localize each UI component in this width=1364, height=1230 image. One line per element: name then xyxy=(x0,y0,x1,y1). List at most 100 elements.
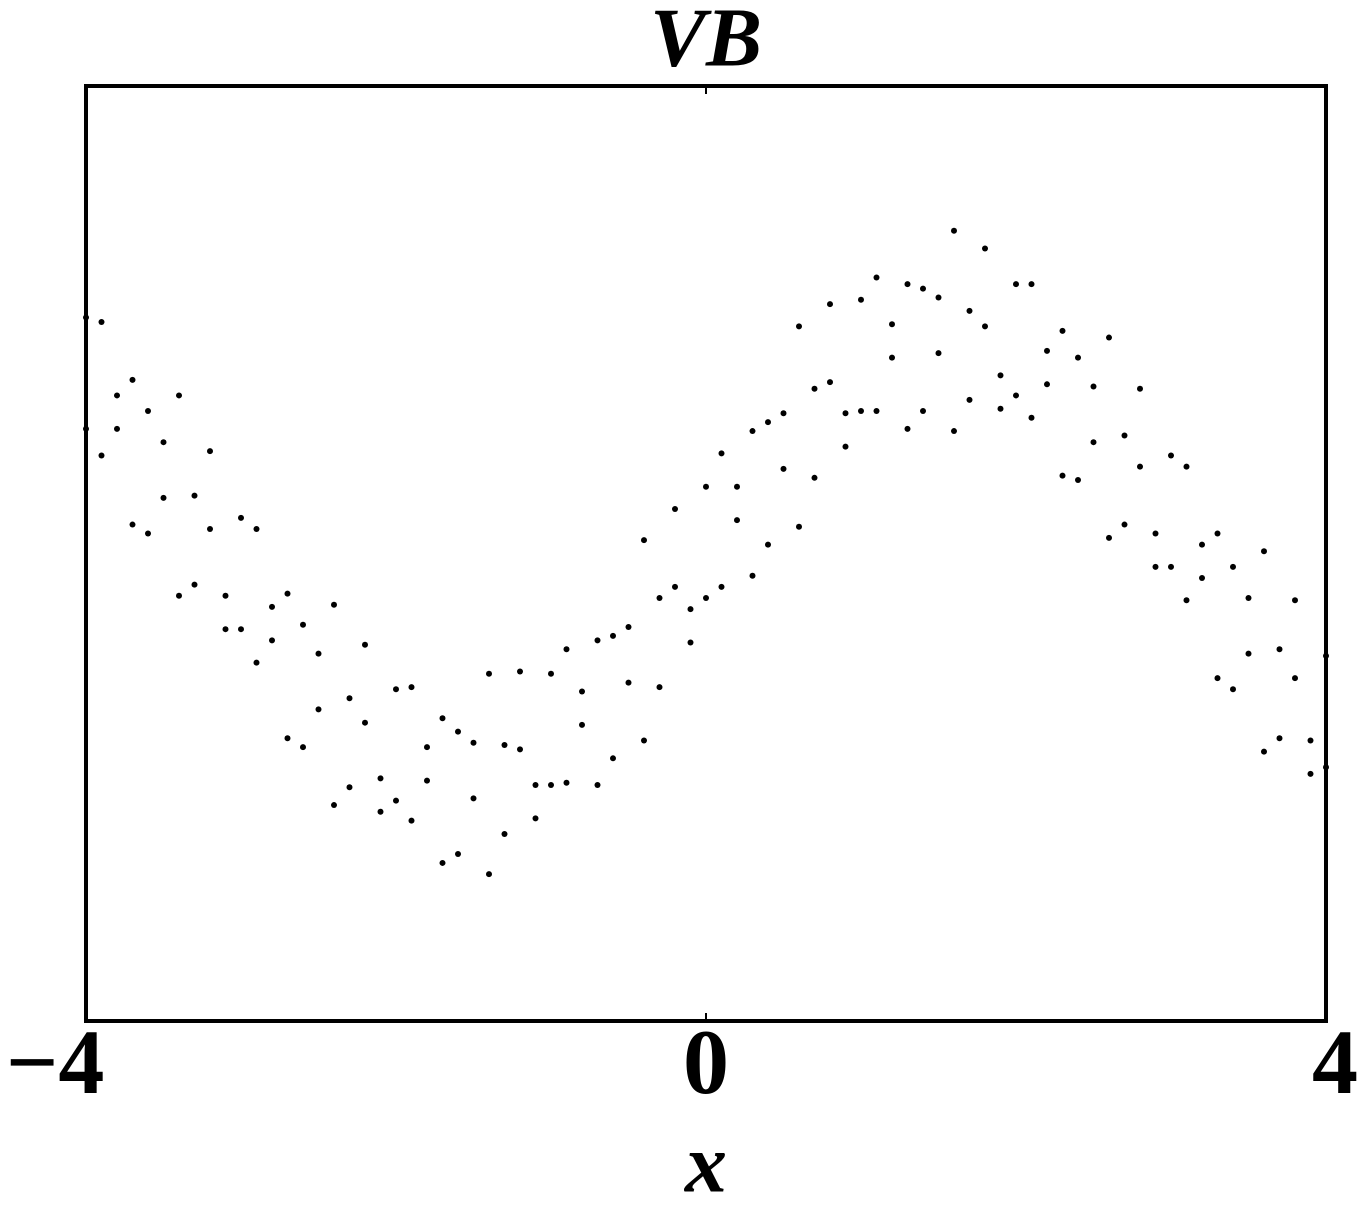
point xyxy=(951,227,957,234)
point xyxy=(393,686,399,693)
point xyxy=(1214,675,1221,682)
point xyxy=(1152,530,1159,537)
point xyxy=(501,831,508,837)
point xyxy=(1168,452,1174,459)
point xyxy=(780,465,787,472)
point xyxy=(160,494,167,501)
point xyxy=(1230,686,1236,693)
point xyxy=(269,603,275,610)
point xyxy=(796,323,802,330)
point xyxy=(796,523,802,530)
point xyxy=(517,746,523,753)
point xyxy=(1075,354,1081,361)
point xyxy=(579,721,585,728)
point xyxy=(486,871,492,878)
point xyxy=(858,296,864,303)
point xyxy=(827,379,833,386)
point xyxy=(176,392,182,399)
point xyxy=(129,521,136,528)
point xyxy=(439,859,446,866)
point xyxy=(811,474,818,481)
point xyxy=(501,741,508,748)
point xyxy=(114,425,120,432)
point xyxy=(300,621,306,628)
x-tick-label: −4 xyxy=(6,1011,104,1113)
point xyxy=(594,782,601,789)
point xyxy=(966,307,973,314)
point xyxy=(1013,281,1019,288)
point xyxy=(610,632,616,639)
point xyxy=(1106,334,1112,341)
point xyxy=(470,739,477,746)
point xyxy=(377,808,384,815)
point xyxy=(625,623,632,630)
point xyxy=(718,583,725,590)
point xyxy=(253,659,260,666)
point xyxy=(1137,463,1143,470)
point xyxy=(1292,597,1298,604)
point xyxy=(1292,675,1298,682)
point xyxy=(780,410,787,417)
point xyxy=(563,646,570,653)
point xyxy=(703,483,709,490)
point xyxy=(1059,472,1066,479)
point xyxy=(315,650,322,657)
point xyxy=(1261,748,1267,755)
point xyxy=(408,817,415,824)
point xyxy=(222,592,229,599)
point xyxy=(687,606,694,613)
point xyxy=(904,281,911,288)
point xyxy=(424,744,430,751)
point xyxy=(765,541,771,548)
point xyxy=(207,448,213,455)
point xyxy=(873,408,880,415)
point xyxy=(858,408,864,415)
point xyxy=(176,592,182,599)
point xyxy=(1214,530,1221,537)
point xyxy=(718,450,725,457)
point xyxy=(1090,439,1097,446)
point xyxy=(455,851,461,858)
point xyxy=(114,392,120,399)
point xyxy=(1168,563,1174,570)
point xyxy=(129,376,136,383)
point xyxy=(160,439,167,446)
point xyxy=(687,639,694,646)
point xyxy=(377,775,384,782)
point xyxy=(765,419,771,426)
point xyxy=(982,245,988,252)
point xyxy=(579,688,585,695)
point xyxy=(191,581,198,588)
point xyxy=(1121,432,1128,439)
point xyxy=(610,755,616,762)
point xyxy=(1028,281,1035,288)
x-axis-label: x xyxy=(683,1117,727,1210)
point xyxy=(548,670,554,677)
point xyxy=(1199,541,1205,548)
chart-title: VB xyxy=(650,0,762,84)
point xyxy=(982,323,988,330)
point xyxy=(920,408,926,415)
point xyxy=(486,670,492,677)
point xyxy=(935,294,942,301)
point xyxy=(222,626,229,633)
point xyxy=(145,408,151,415)
point xyxy=(284,735,291,742)
point xyxy=(331,601,337,608)
point xyxy=(1075,477,1081,484)
x-tick-label: 4 xyxy=(1312,1011,1358,1113)
point xyxy=(207,526,213,533)
point xyxy=(1276,646,1283,653)
point xyxy=(563,779,570,786)
point xyxy=(842,443,849,450)
point xyxy=(1152,563,1159,570)
point xyxy=(997,405,1004,412)
point xyxy=(904,425,911,432)
point xyxy=(1276,735,1283,742)
point xyxy=(734,517,740,524)
point xyxy=(873,274,880,281)
point xyxy=(346,695,353,702)
point xyxy=(1137,385,1143,392)
point xyxy=(1199,574,1205,581)
